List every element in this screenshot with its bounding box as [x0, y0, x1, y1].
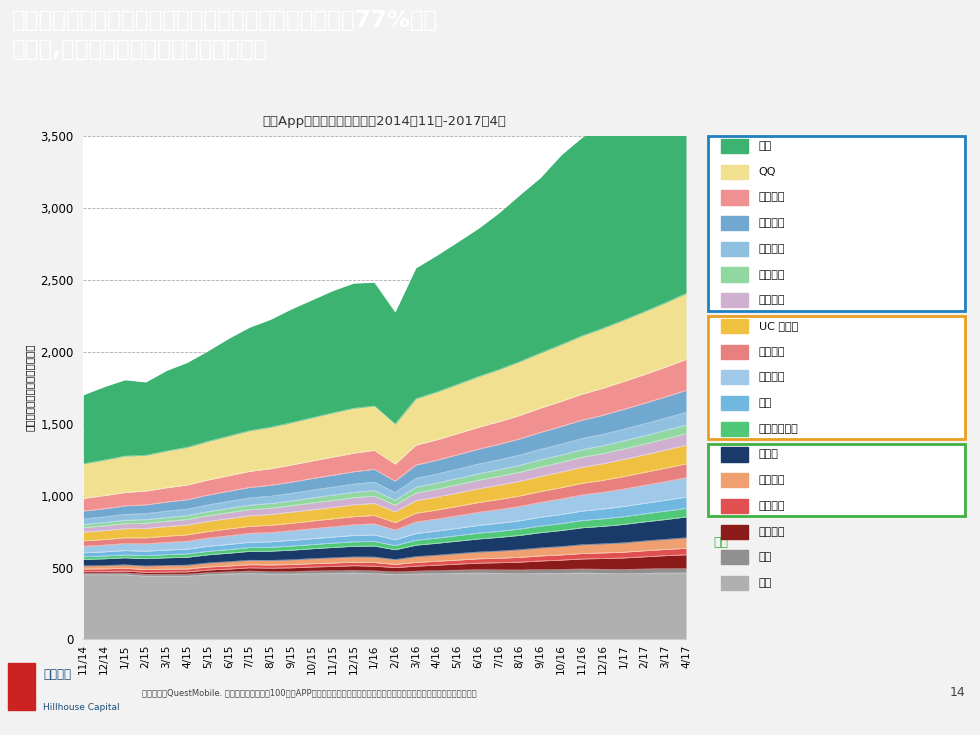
Text: 优酷: 优酷 [759, 398, 772, 408]
FancyBboxPatch shape [709, 136, 965, 311]
Text: 腾讯游戏: 腾讯游戏 [759, 193, 785, 202]
Bar [721, 139, 748, 153]
Bar [721, 242, 748, 256]
FancyBboxPatch shape [709, 444, 965, 516]
Text: 腾讯其他: 腾讯其他 [759, 295, 785, 305]
Text: 百度: 百度 [713, 537, 728, 550]
Text: 14: 14 [950, 686, 965, 699]
Bar [721, 268, 748, 282]
Bar [721, 525, 748, 539]
FancyBboxPatch shape [709, 316, 965, 439]
Title: 移动App每日使用时间统计，2014年11月-2017年4月: 移动App每日使用时间统计，2014年11月-2017年4月 [263, 115, 507, 128]
Text: 高瓴资本: 高瓴资本 [43, 667, 72, 681]
Text: 淘宝天猫: 淘宝天猫 [759, 373, 785, 382]
Text: QQ: QQ [759, 167, 776, 176]
Bar [721, 216, 748, 230]
Text: 新浪微博: 新浪微博 [759, 347, 785, 356]
Text: 微信: 微信 [759, 141, 772, 151]
Text: 腾讯新闻: 腾讯新闻 [759, 244, 785, 254]
Text: 阿里
巴巴: 阿里 巴巴 [713, 472, 728, 500]
Bar [721, 319, 748, 333]
Bar [721, 190, 748, 204]
Bar [8, 663, 35, 710]
Text: 腾讯: 腾讯 [713, 261, 728, 273]
Text: 百度其他: 百度其他 [759, 501, 785, 511]
Text: 网易: 网易 [759, 552, 772, 562]
Text: UC 浏览器: UC 浏览器 [759, 321, 798, 331]
Text: 腾讯音乐: 腾讯音乐 [759, 270, 785, 279]
Text: 腾讯视频: 腾讯视频 [759, 218, 785, 228]
Text: Hillhouse Capital: Hillhouse Capital [43, 703, 120, 712]
Text: 今日头条: 今日头条 [759, 526, 785, 537]
Text: 其他: 其他 [759, 578, 772, 588]
Bar [721, 551, 748, 564]
Bar [721, 576, 748, 590]
Bar [721, 448, 748, 462]
Bar [721, 293, 748, 307]
Bar [721, 422, 748, 436]
Bar [721, 370, 748, 384]
Bar [721, 165, 748, 179]
Text: 爱奇艺: 爱奇艺 [759, 450, 778, 459]
Bar [721, 499, 748, 513]
Bar [721, 473, 748, 487]
Text: 数据来源：QuestMobile. 注：只有使用时间前100名的APP按所属公司分类。腾讯、阿里巴巴和百度的附属企业包括其战略投资企业。: 数据来源：QuestMobile. 注：只有使用时间前100名的APP按所属公司… [142, 688, 476, 698]
Text: 阿里巴巴其他: 阿里巴巴其他 [759, 424, 799, 434]
Y-axis label: 平均每日使用时间（百万小时）: 平均每日使用时间（百万小时） [24, 344, 34, 431]
Text: 腾讯、阿里巴巴、百度和今日头条占据了中国移动互联网77%的使
用时长,电商、游戏单位时长变现效率最高: 腾讯、阿里巴巴、百度和今日头条占据了中国移动互联网77%的使 用时长,电商、游戏… [12, 9, 438, 61]
Bar [721, 396, 748, 410]
Text: 手机百度: 手机百度 [759, 476, 785, 485]
Bar [721, 345, 748, 359]
